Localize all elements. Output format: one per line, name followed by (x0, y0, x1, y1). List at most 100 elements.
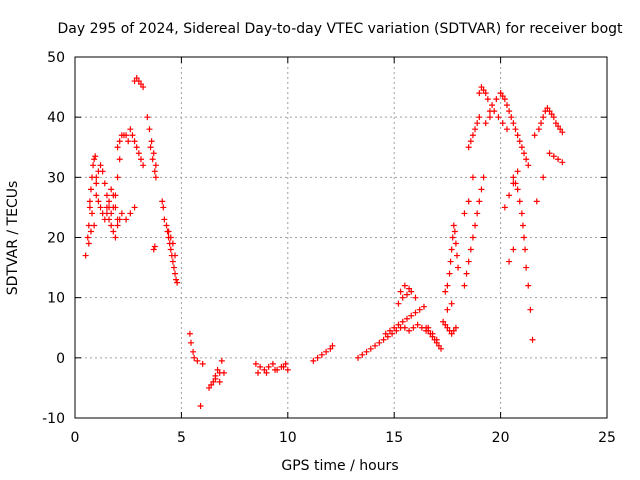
data-point (108, 186, 115, 193)
data-point (559, 129, 566, 136)
plot-frame (74, 56, 608, 419)
data-point (414, 321, 421, 328)
data-point (474, 210, 481, 217)
data-point (197, 402, 204, 409)
data-point (265, 363, 272, 370)
data-point (420, 303, 427, 310)
data-point (280, 363, 287, 370)
x-tick-label: 10 (279, 430, 297, 446)
data-point (359, 351, 366, 358)
data-point (465, 258, 472, 265)
data-point (174, 279, 181, 286)
data-point (521, 150, 528, 157)
data-point (518, 210, 525, 217)
data-point (480, 174, 487, 181)
data-point (429, 330, 436, 337)
data-point (474, 120, 481, 127)
data-point (408, 312, 415, 319)
data-point (214, 366, 221, 373)
data-point (127, 126, 134, 133)
data-point (216, 378, 223, 385)
data-point (408, 288, 415, 295)
data-point (482, 120, 489, 127)
y-tick-label: 10 (47, 291, 65, 307)
data-point (455, 264, 462, 271)
data-point (187, 339, 194, 346)
data-point (493, 96, 500, 103)
data-point (433, 336, 440, 343)
data-point (87, 186, 94, 193)
data-point (416, 306, 423, 313)
data-point (540, 114, 547, 121)
data-point (448, 300, 455, 307)
data-point (395, 321, 402, 328)
y-tick-label: 40 (47, 110, 65, 126)
data-point (444, 324, 451, 331)
data-point (114, 222, 121, 229)
data-point (386, 327, 393, 334)
y-tick-label: 50 (47, 50, 65, 66)
data-point (412, 309, 419, 316)
data-point (101, 180, 108, 187)
data-point (438, 345, 445, 352)
data-point (103, 192, 110, 199)
data-point (382, 330, 389, 337)
data-point (516, 138, 523, 145)
data-point (323, 348, 330, 355)
data-point (476, 90, 483, 97)
data-point (555, 123, 562, 130)
data-point (480, 87, 487, 94)
data-point (84, 234, 91, 241)
data-point (327, 345, 334, 352)
data-point (425, 324, 432, 331)
data-point (518, 144, 525, 151)
data-point (165, 228, 172, 235)
data-point (116, 138, 123, 145)
data-point (173, 276, 180, 283)
data-point (516, 198, 523, 205)
data-point (484, 96, 491, 103)
x-tick-label: 20 (492, 430, 510, 446)
data-point (406, 285, 413, 292)
data-point (521, 234, 528, 241)
data-point (191, 354, 198, 361)
data-point (472, 126, 479, 133)
y-axis-label: SDTVAR / TECUs (5, 181, 21, 296)
data-point (519, 222, 526, 229)
data-point (550, 114, 557, 121)
data-point (220, 369, 227, 376)
data-point (552, 120, 559, 127)
data-point (510, 174, 517, 181)
data-point (465, 198, 472, 205)
data-point (85, 240, 92, 247)
data-point (159, 198, 166, 205)
data-point (391, 324, 398, 331)
data-point (514, 186, 521, 193)
grid (74, 56, 608, 419)
data-point (123, 216, 130, 223)
data-point (106, 216, 113, 223)
data-point (452, 240, 459, 247)
data-point (148, 138, 155, 145)
data-point (467, 138, 474, 145)
data-point (257, 363, 264, 370)
data-point (99, 168, 106, 175)
data-point (550, 153, 557, 160)
data-point (135, 150, 142, 157)
data-point (506, 108, 513, 115)
data-point (531, 132, 538, 139)
data-point (469, 234, 476, 241)
data-point (465, 144, 472, 151)
y-tick-label: 0 (56, 351, 65, 367)
data-point (147, 144, 154, 151)
data-point (116, 156, 123, 163)
data-point (535, 126, 542, 133)
data-point (403, 315, 410, 322)
data-point (499, 93, 506, 100)
data-point (376, 339, 383, 346)
data-point (544, 105, 551, 112)
data-point (110, 228, 117, 235)
data-point (103, 204, 110, 211)
data-point (314, 354, 321, 361)
data-point (497, 90, 504, 97)
